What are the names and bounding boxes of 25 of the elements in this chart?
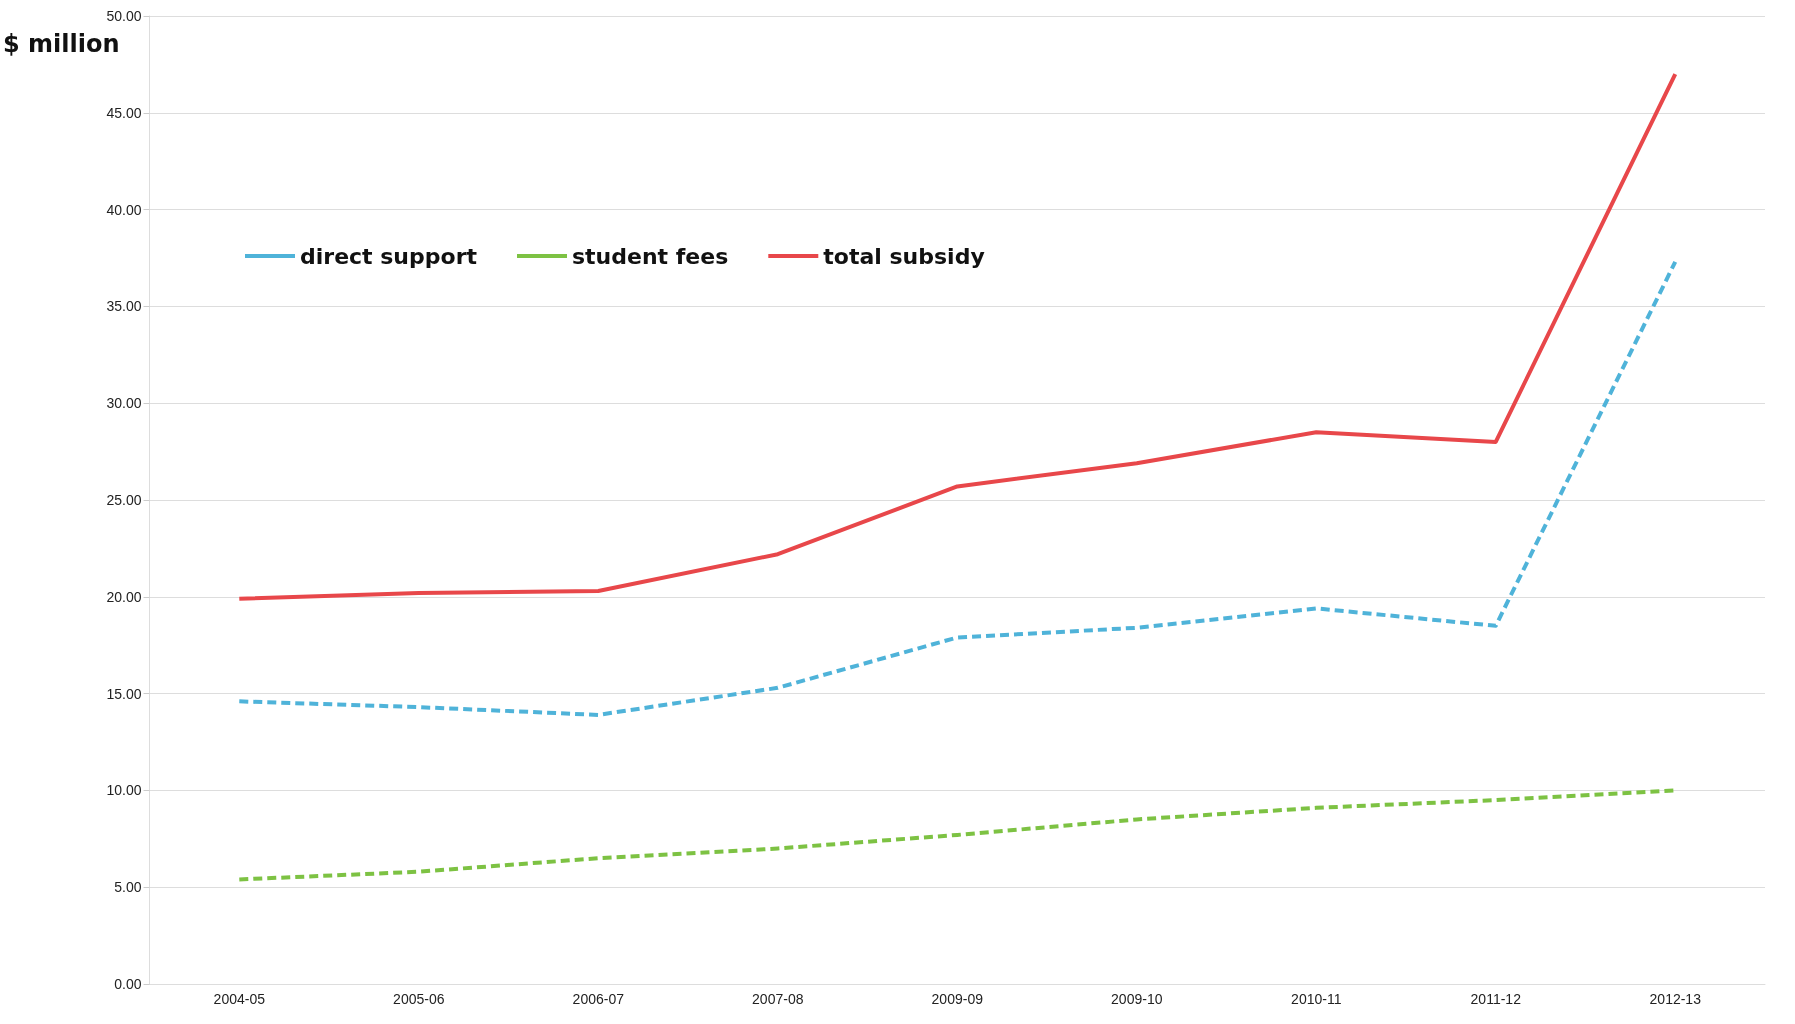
x-tick-label: 2005-06 bbox=[393, 991, 445, 1007]
y-tick-label: 30.00 bbox=[106, 395, 142, 412]
x-tick-label: 2006-07 bbox=[572, 991, 625, 1007]
y-tick-label: 35.00 bbox=[106, 298, 142, 315]
x-tick-label: 2007-08 bbox=[752, 991, 804, 1007]
x-tick-label: 2011-12 bbox=[1470, 991, 1522, 1007]
y-tick-label: 0.00 bbox=[114, 976, 142, 992]
y-tick-label: 10.00 bbox=[106, 782, 142, 799]
y-tick-label: 25.00 bbox=[106, 492, 142, 508]
legend-label: total subsidy bbox=[823, 243, 985, 269]
x-tick-label: 2004-05 bbox=[213, 991, 266, 1007]
y-tick-label: 20.00 bbox=[106, 588, 142, 605]
x-tick-label: 2010-11 bbox=[1291, 991, 1342, 1007]
x-tick-label: 2009-09 bbox=[931, 991, 984, 1007]
line-series bbox=[237, 72, 1678, 601]
y-tick-label: 5.00 bbox=[114, 879, 142, 896]
legend-label: direct support bbox=[300, 243, 478, 269]
x-tick-label: 2009-10 bbox=[1111, 991, 1163, 1007]
y-tick-label: 45.00 bbox=[106, 104, 142, 121]
y-tick-label: 15.00 bbox=[106, 685, 142, 702]
y-tick-label: 40.00 bbox=[106, 201, 142, 218]
y-tick-label: 50.00 bbox=[106, 8, 142, 24]
y-axis-title: $ million bbox=[3, 30, 120, 58]
legend-label: student fees bbox=[572, 243, 729, 269]
x-tick-label: 2012-13 bbox=[1649, 991, 1702, 1007]
